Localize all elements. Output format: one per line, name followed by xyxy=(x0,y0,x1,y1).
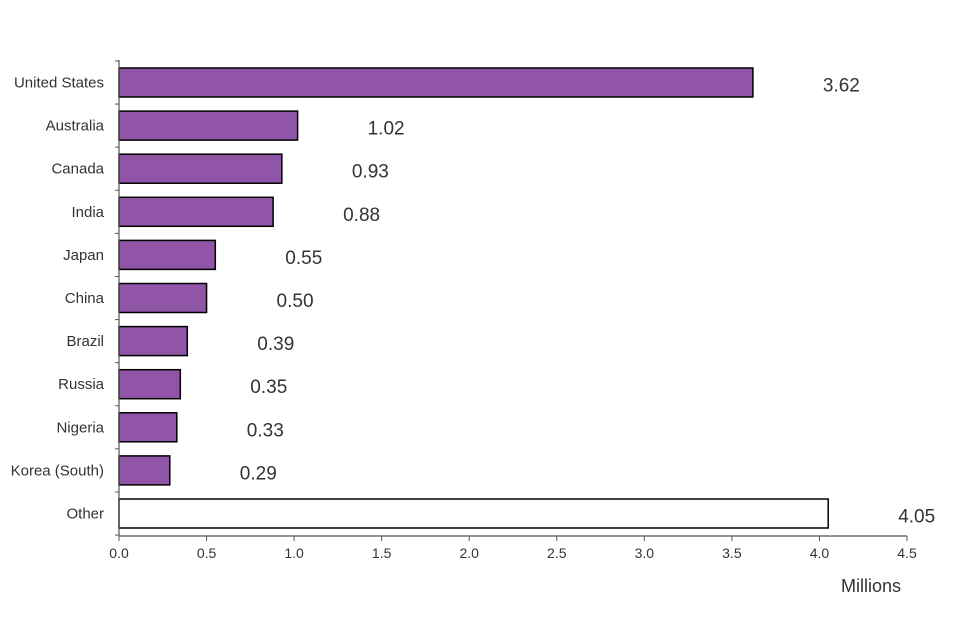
value-label: 4.05 xyxy=(898,507,935,528)
x-tick-label: 4.0 xyxy=(810,545,830,561)
value-label: 0.39 xyxy=(257,334,294,355)
bar-nigeria xyxy=(118,412,178,443)
bar-japan xyxy=(118,239,217,271)
value-label: 0.29 xyxy=(240,463,277,484)
bar-brazil xyxy=(118,325,189,357)
bar-canada xyxy=(118,153,283,184)
category-label: United States xyxy=(14,75,104,92)
x-tick-label: 3.0 xyxy=(635,545,655,561)
x-tick-label: 4.5 xyxy=(897,545,917,561)
labels-layer: United States 3.62 Australia 1.02 Canada 0.93… xyxy=(11,75,936,528)
category-label: Korea (South) xyxy=(11,462,104,479)
bar-india xyxy=(118,196,274,228)
value-label: 0.55 xyxy=(285,248,322,269)
bar-united-states xyxy=(118,67,754,98)
x-tick-label: 2.0 xyxy=(459,545,479,561)
x-tick-label: 0.5 xyxy=(197,545,217,561)
category-label: Australia xyxy=(46,118,105,135)
bar-china xyxy=(118,282,208,314)
value-label: 1.02 xyxy=(368,119,405,140)
category-label: China xyxy=(65,290,105,307)
category-label: Canada xyxy=(51,161,104,178)
value-label: 3.62 xyxy=(823,76,860,97)
x-tick-label: 2.5 xyxy=(547,545,567,561)
bar-russia xyxy=(118,368,182,400)
axes-layer: 0.0 0.5 1.0 1.5 2.0 2.5 3.0 3.5 4.0 4.5 xyxy=(109,60,917,561)
category-label: Russia xyxy=(58,376,105,393)
value-label: 0.50 xyxy=(277,291,314,312)
bar-other xyxy=(118,498,829,529)
value-label: 0.93 xyxy=(352,162,389,183)
x-tick-label: 1.5 xyxy=(372,545,392,561)
bars-layer xyxy=(118,67,829,529)
x-tick-label: 0.0 xyxy=(109,545,129,561)
category-label: Japan xyxy=(63,247,104,264)
bar-korea-south xyxy=(118,455,171,486)
x-tick-label: 1.0 xyxy=(284,545,304,561)
category-label: India xyxy=(71,204,104,221)
category-label: Nigeria xyxy=(56,419,104,436)
bar-australia xyxy=(118,110,299,141)
category-label: Other xyxy=(66,506,104,523)
x-tick-label: 3.5 xyxy=(722,545,742,561)
category-label: Brazil xyxy=(66,333,104,350)
value-label: 0.35 xyxy=(250,377,287,398)
x-axis-title: Millions xyxy=(841,576,901,596)
value-label: 0.33 xyxy=(247,420,284,441)
value-label: 0.88 xyxy=(343,205,380,226)
